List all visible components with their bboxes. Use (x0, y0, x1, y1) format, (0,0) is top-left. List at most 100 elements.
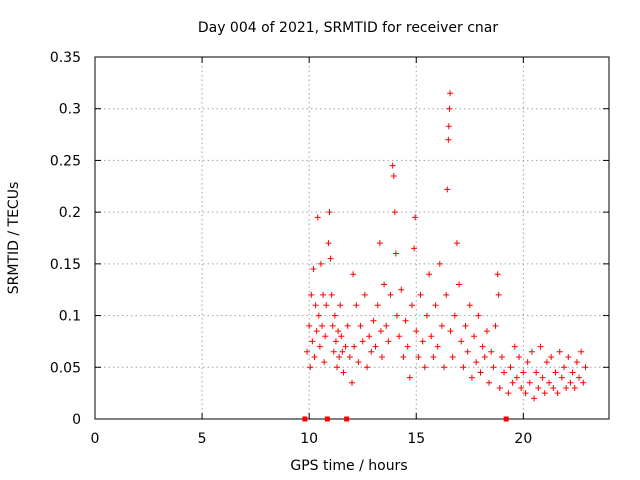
data-point (309, 338, 316, 345)
data-point (426, 271, 433, 278)
y-tick-label: 0.1 (59, 309, 81, 325)
data-point (434, 343, 441, 350)
y-tick-label: 0.2 (59, 205, 81, 221)
data-point (330, 348, 337, 355)
data-point (528, 348, 535, 355)
data-point (501, 369, 508, 376)
data-point (567, 379, 574, 386)
data-point (477, 369, 484, 376)
data-point (552, 369, 559, 376)
data-point (328, 291, 335, 298)
data-point (389, 162, 396, 169)
zero-marker (503, 416, 509, 422)
data-point (408, 302, 415, 309)
data-point (350, 271, 357, 278)
data-point (323, 302, 330, 309)
data-point (520, 369, 527, 376)
data-point (319, 322, 326, 329)
data-point (445, 123, 452, 130)
data-point (321, 359, 328, 366)
data-point (518, 384, 525, 391)
data-point (558, 374, 565, 381)
data-point (326, 209, 333, 216)
data-point (582, 364, 589, 371)
data-point (417, 291, 424, 298)
data-point (346, 353, 353, 360)
data-point (325, 240, 332, 247)
data-point (313, 328, 320, 335)
data-point (475, 312, 482, 319)
data-point (387, 291, 394, 298)
data-point (334, 364, 341, 371)
data-point (308, 291, 315, 298)
data-point (322, 333, 329, 340)
data-point (351, 343, 358, 350)
data-point (307, 364, 314, 371)
data-point (561, 364, 568, 371)
data-point (378, 353, 385, 360)
grid-layer (95, 57, 609, 419)
data-point (317, 260, 324, 267)
data-point (498, 353, 505, 360)
data-point (526, 379, 533, 386)
data-point (554, 390, 561, 397)
data-point (335, 328, 342, 335)
data-point (342, 343, 349, 350)
data-point (404, 343, 411, 350)
data-point (336, 353, 343, 360)
zero-marker (344, 416, 350, 422)
data-point (468, 374, 475, 381)
data-point (451, 312, 458, 319)
data-point (423, 312, 430, 319)
data-point (377, 328, 384, 335)
data-point (449, 353, 456, 360)
data-point (381, 281, 388, 288)
data-point (513, 374, 520, 381)
data-point (353, 302, 360, 309)
data-point (393, 312, 400, 319)
data-point (355, 359, 362, 366)
data-point (314, 214, 321, 221)
x-tick-label: 15 (407, 431, 425, 447)
data-point (398, 286, 405, 293)
data-point (462, 322, 469, 329)
data-point (580, 379, 587, 386)
y-tick-label: 0.05 (50, 360, 81, 376)
data-point (464, 348, 471, 355)
data-point (453, 240, 460, 247)
x-axis-label: GPS time / hours (290, 458, 407, 474)
data-point (541, 390, 548, 397)
x-tick-label: 5 (198, 431, 207, 447)
data-point (505, 390, 512, 397)
data-point (569, 369, 576, 376)
data-point (496, 384, 503, 391)
data-point (492, 322, 499, 329)
data-point (535, 384, 542, 391)
zero-marker (302, 416, 308, 422)
data-point (311, 353, 318, 360)
data-point (421, 364, 428, 371)
data-point (565, 353, 572, 360)
data-point (524, 359, 531, 366)
data-point (546, 379, 553, 386)
data-point (494, 271, 501, 278)
data-point (344, 322, 351, 329)
data-point (446, 105, 453, 112)
data-point (460, 364, 467, 371)
data-point (310, 266, 317, 273)
data-point (473, 359, 480, 366)
x-tick-label: 20 (514, 431, 532, 447)
y-tick-label: 0.15 (50, 257, 81, 273)
data-point (419, 338, 426, 345)
data-point (481, 353, 488, 360)
data-point (412, 214, 419, 221)
data-point (332, 338, 339, 345)
data-point (486, 379, 493, 386)
points-layer (304, 90, 589, 402)
y-tick-label: 0.35 (50, 50, 81, 66)
data-point (533, 369, 540, 376)
data-point (444, 186, 451, 193)
data-point (537, 343, 544, 350)
data-point (447, 328, 454, 335)
data-point (385, 338, 392, 345)
